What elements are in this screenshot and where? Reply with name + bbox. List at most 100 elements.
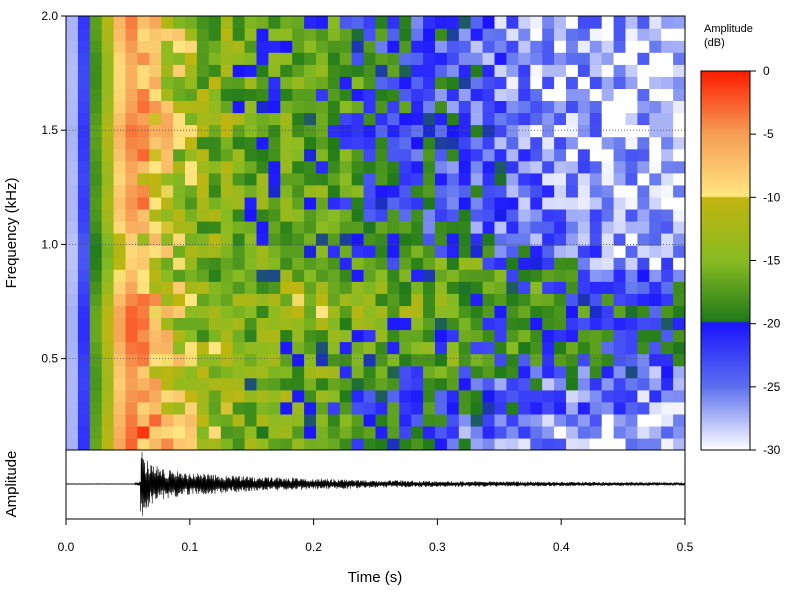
heatmap-cell xyxy=(292,220,305,234)
heatmap-cell xyxy=(458,112,472,126)
heatmap-cell xyxy=(577,196,591,210)
heatmap-cell xyxy=(304,220,317,234)
heatmap-cell xyxy=(339,148,353,162)
heatmap-cell xyxy=(185,124,198,138)
heatmap-cell xyxy=(601,88,615,101)
heatmap-cell xyxy=(351,293,365,306)
heatmap-cell xyxy=(339,437,353,450)
heatmap-cell xyxy=(268,257,281,270)
heatmap-cell xyxy=(423,124,436,138)
heatmap-cell xyxy=(649,401,662,415)
heatmap-cell xyxy=(482,401,496,415)
heatmap-cell xyxy=(649,172,662,186)
heatmap-cell xyxy=(327,184,341,198)
heatmap-cell xyxy=(601,100,615,114)
heatmap-cell xyxy=(161,425,174,439)
x-tick-label: 0.0 xyxy=(58,540,75,554)
heatmap-cell xyxy=(494,329,507,343)
heatmap-cell xyxy=(458,293,472,306)
heatmap-cell xyxy=(196,64,210,77)
heatmap-cell xyxy=(470,281,484,294)
heatmap-cell xyxy=(89,220,103,234)
heatmap-cell xyxy=(589,100,603,114)
heatmap-cell xyxy=(387,269,400,282)
heatmap-cell xyxy=(161,401,174,415)
heatmap-cell xyxy=(339,293,353,306)
heatmap-cell xyxy=(173,293,186,306)
heatmap-cell xyxy=(77,160,91,174)
heatmap-cell xyxy=(613,413,627,427)
heatmap-cell xyxy=(185,305,198,318)
heatmap-cell xyxy=(518,425,531,439)
heatmap-cell xyxy=(566,76,579,89)
heatmap-cell xyxy=(387,136,400,150)
heatmap-cell xyxy=(423,437,436,450)
heatmap-cell xyxy=(494,401,507,415)
heatmap-cell xyxy=(161,16,174,29)
heatmap-cell xyxy=(339,160,353,174)
heatmap-cell xyxy=(161,88,174,101)
heatmap-cell xyxy=(101,365,115,379)
heatmap-cell xyxy=(506,112,519,126)
heatmap-cell xyxy=(458,136,472,150)
heatmap-cell xyxy=(577,401,591,415)
heatmap-cell xyxy=(232,76,246,89)
heatmap-cell xyxy=(292,184,305,198)
heatmap-cell xyxy=(435,353,448,367)
heatmap-cell xyxy=(566,293,579,306)
heatmap-cell xyxy=(375,425,388,439)
heatmap-cell xyxy=(637,160,650,174)
heatmap-cell xyxy=(411,100,424,114)
heatmap-cell xyxy=(77,112,91,126)
heatmap-cell xyxy=(327,28,341,41)
heatmap-cell xyxy=(577,437,591,450)
heatmap-cell xyxy=(280,341,293,355)
heatmap-cell xyxy=(89,160,103,174)
heatmap-cell xyxy=(661,40,674,53)
heatmap-cell xyxy=(506,233,519,246)
heatmap-cell xyxy=(423,40,436,53)
heatmap-cell xyxy=(327,76,341,89)
heatmap-cell xyxy=(375,257,388,270)
heatmap-cell xyxy=(613,341,627,355)
heatmap-cell xyxy=(256,317,269,331)
heatmap-cell xyxy=(220,160,234,174)
heatmap-cell xyxy=(327,220,341,234)
heatmap-cell xyxy=(232,40,246,53)
heatmap-cell xyxy=(173,269,186,282)
heatmap-cell xyxy=(66,437,79,450)
heatmap-cell xyxy=(601,160,615,174)
heatmap-cell xyxy=(399,52,412,65)
heatmap-cell xyxy=(446,160,460,174)
heatmap-cell xyxy=(423,160,436,174)
heatmap-cell xyxy=(185,281,198,294)
heatmap-cell xyxy=(256,329,269,343)
heatmap-cell xyxy=(673,76,685,89)
heatmap-cell xyxy=(387,112,400,126)
heatmap-cell xyxy=(220,124,234,138)
heatmap-cell xyxy=(220,172,234,186)
heatmap-cell xyxy=(423,148,436,162)
heatmap-cell xyxy=(470,196,484,210)
heatmap-cell xyxy=(554,28,567,41)
heatmap-cell xyxy=(89,329,103,343)
heatmap-cell xyxy=(494,160,507,174)
heatmap-cell xyxy=(613,52,627,65)
heatmap-cell xyxy=(399,160,412,174)
heatmap-cell xyxy=(125,317,138,331)
heatmap-cell xyxy=(494,136,507,150)
heatmap-cell xyxy=(196,172,210,186)
heatmap-cell xyxy=(494,112,507,126)
heatmap-cell xyxy=(220,257,234,270)
heatmap-cell xyxy=(506,281,519,294)
heatmap-cell xyxy=(435,281,448,294)
heatmap-cell xyxy=(137,148,150,162)
colorbar: Amplitude (dB) 0-5-10-15-20-25-30 xyxy=(700,23,781,457)
heatmap-cell xyxy=(375,112,388,126)
heatmap-cell xyxy=(292,305,305,318)
heatmap-cell xyxy=(232,377,246,391)
heatmap-cell xyxy=(482,148,496,162)
heatmap-cell xyxy=(518,353,531,367)
heatmap-cell xyxy=(77,293,91,306)
heatmap-cell xyxy=(137,196,150,210)
